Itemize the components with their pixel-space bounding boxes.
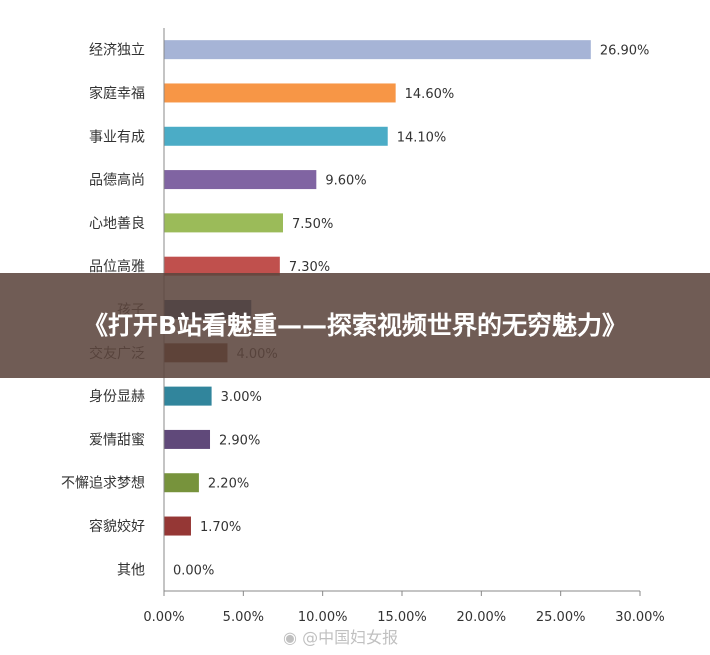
watermark-text: @中国妇女报 [302, 628, 399, 647]
watermark: ◉ @中国妇女报 [283, 624, 398, 648]
x-tick-label: 20.00% [457, 610, 507, 625]
bar [164, 83, 396, 103]
x-tick-label: 30.00% [615, 610, 665, 625]
bar [164, 40, 591, 60]
category-label: 其他 [117, 562, 145, 578]
value-label: 14.10% [397, 130, 447, 145]
x-tick-label: 5.00% [223, 610, 264, 625]
title-banner: 《打开B站看魅重——探索视频世界的无穷魅力》 [0, 273, 710, 378]
x-tick-label: 10.00% [298, 610, 348, 625]
category-label: 爱情甜蜜 [89, 432, 145, 448]
bar [164, 170, 317, 190]
x-axis: 0.00% 5.00% 10.00% 15.00% 20.00% 25.00% 30.00% [143, 28, 665, 625]
weibo-icon: ◉ [283, 628, 297, 647]
banner-title: 《打开B站看魅重——探索视频世界的无穷魅力》 [82, 310, 628, 340]
bar [164, 516, 191, 536]
bar [164, 473, 199, 493]
value-label: 7.30% [289, 260, 330, 275]
bar [164, 213, 283, 233]
value-labels: 26.90%14.60%14.10%9.60%7.50%7.30%4.00%3.… [173, 44, 649, 579]
value-label: 14.60% [405, 87, 455, 102]
value-label: 0.00% [173, 563, 214, 578]
category-label: 心地善良 [89, 216, 145, 232]
value-label: 9.60% [325, 174, 366, 189]
value-label: 3.00% [221, 390, 262, 405]
category-label: 不懈追求梦想 [61, 475, 145, 492]
value-label: 1.70% [200, 520, 241, 535]
category-label: 品德高尚 [89, 172, 145, 189]
x-tick-label: 15.00% [377, 610, 427, 625]
category-label: 身份显赫 [89, 389, 145, 405]
value-label: 2.20% [208, 477, 249, 492]
category-label: 品位高雅 [89, 258, 145, 275]
category-label: 经济独立 [89, 43, 145, 59]
value-label: 26.90% [600, 44, 650, 59]
bar [164, 126, 388, 146]
bars [164, 40, 591, 536]
category-label: 容貌姣好 [89, 518, 145, 535]
value-label: 2.90% [219, 433, 260, 448]
category-label: 事业有成 [89, 129, 145, 145]
bar [164, 429, 211, 449]
category-label: 家庭幸福 [89, 85, 145, 102]
x-tick-label: 25.00% [536, 610, 586, 625]
bar [164, 386, 212, 406]
bar [164, 256, 280, 276]
x-tick-label: 0.00% [143, 610, 184, 625]
value-label: 7.50% [292, 217, 333, 232]
